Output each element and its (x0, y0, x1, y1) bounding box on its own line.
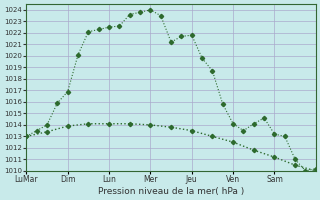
X-axis label: Pression niveau de la mer( hPa ): Pression niveau de la mer( hPa ) (98, 187, 244, 196)
